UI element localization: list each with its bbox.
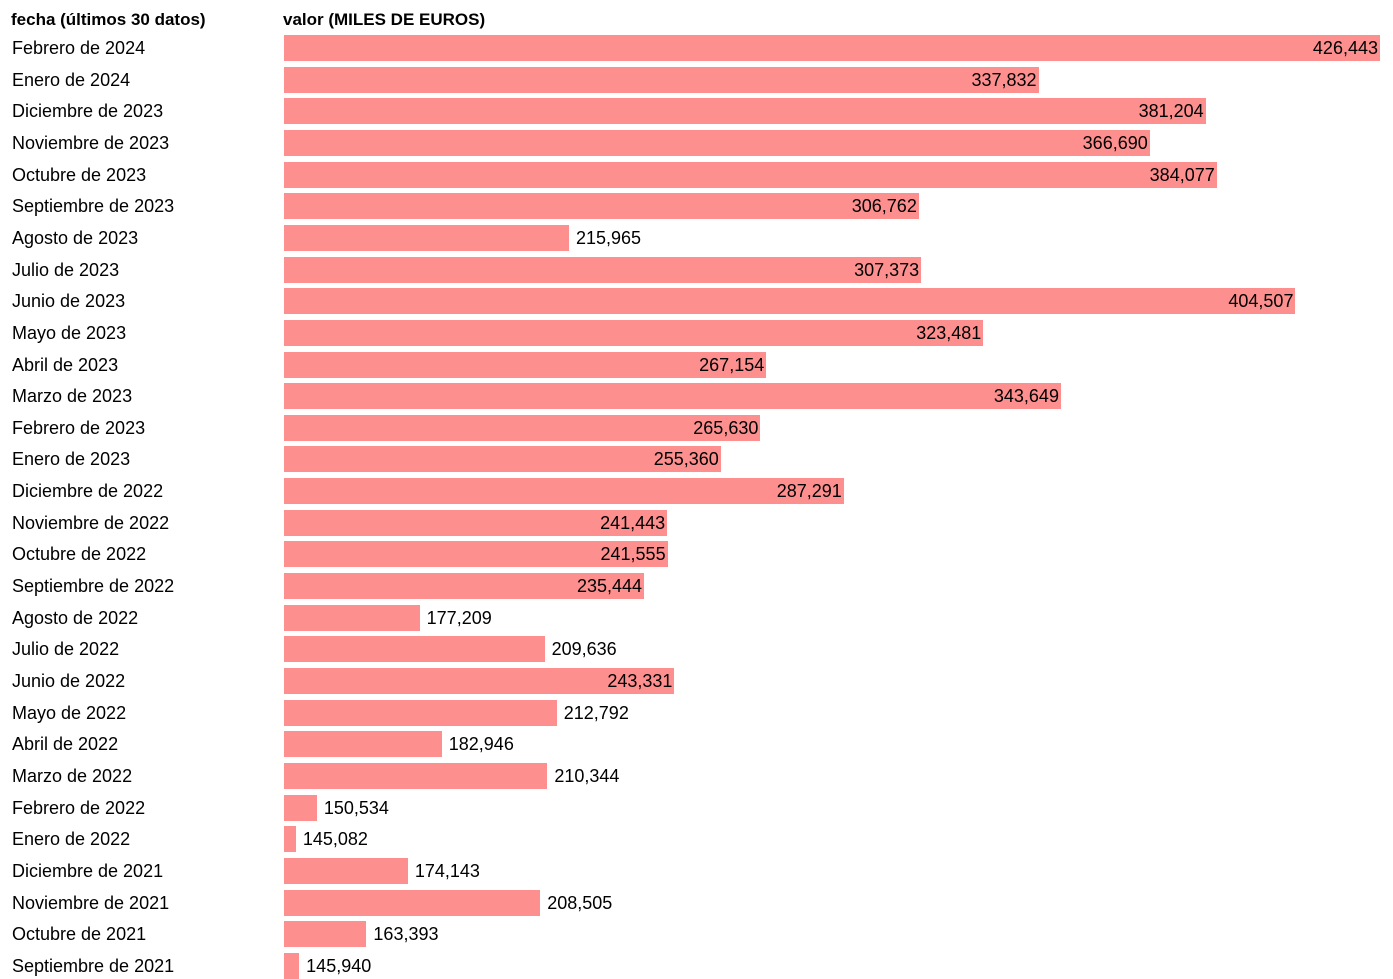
bar xyxy=(284,67,1039,93)
category-label: Octubre de 2021 xyxy=(12,923,146,945)
value-label: 306,762 xyxy=(817,195,917,217)
category-label: Enero de 2023 xyxy=(12,448,130,470)
bar xyxy=(284,890,540,916)
value-label: 267,154 xyxy=(664,354,764,376)
category-label: Junio de 2022 xyxy=(12,670,125,692)
value-label: 337,832 xyxy=(937,69,1037,91)
bar xyxy=(284,225,569,251)
value-label: 235,444 xyxy=(542,575,642,597)
value-label: 241,555 xyxy=(566,543,666,565)
value-label: 210,344 xyxy=(554,765,619,787)
bar xyxy=(284,763,547,789)
category-label: Marzo de 2022 xyxy=(12,765,132,787)
category-label: Julio de 2022 xyxy=(12,638,119,660)
category-label: Febrero de 2024 xyxy=(12,37,145,59)
bar xyxy=(284,795,317,821)
value-label: 209,636 xyxy=(552,638,617,660)
value-label: 182,946 xyxy=(449,733,514,755)
value-label: 404,507 xyxy=(1193,290,1293,312)
category-label: Diciembre de 2023 xyxy=(12,100,163,122)
category-label: Marzo de 2023 xyxy=(12,385,132,407)
value-label: 384,077 xyxy=(1115,164,1215,186)
value-label: 366,690 xyxy=(1048,132,1148,154)
category-label: Febrero de 2023 xyxy=(12,417,145,439)
category-label: Abril de 2023 xyxy=(12,354,118,376)
value-label: 208,505 xyxy=(547,892,612,914)
category-label: Abril de 2022 xyxy=(12,733,118,755)
bar xyxy=(284,35,1380,61)
value-label: 243,331 xyxy=(572,670,672,692)
bar xyxy=(284,130,1150,156)
category-column-header: fecha (últimos 30 datos) xyxy=(11,10,206,30)
category-label: Mayo de 2022 xyxy=(12,702,126,724)
value-label: 307,373 xyxy=(819,259,919,281)
bar xyxy=(284,953,299,979)
bar xyxy=(284,700,557,726)
bar xyxy=(284,636,545,662)
bar xyxy=(284,288,1295,314)
value-label: 255,360 xyxy=(619,448,719,470)
bar xyxy=(284,383,1061,409)
value-label: 241,443 xyxy=(565,512,665,534)
bar xyxy=(284,320,983,346)
value-label: 265,630 xyxy=(658,417,758,439)
bar xyxy=(284,605,420,631)
category-label: Febrero de 2022 xyxy=(12,797,145,819)
category-label: Enero de 2024 xyxy=(12,69,130,91)
category-label: Diciembre de 2021 xyxy=(12,860,163,882)
bar xyxy=(284,858,408,884)
category-label: Septiembre de 2022 xyxy=(12,575,174,597)
value-label: 163,393 xyxy=(373,923,438,945)
value-label: 150,534 xyxy=(324,797,389,819)
category-label: Enero de 2022 xyxy=(12,828,130,850)
value-label: 343,649 xyxy=(959,385,1059,407)
category-label: Noviembre de 2023 xyxy=(12,132,169,154)
bar xyxy=(284,921,366,947)
value-label: 177,209 xyxy=(427,607,492,629)
category-label: Junio de 2023 xyxy=(12,290,125,312)
category-label: Septiembre de 2023 xyxy=(12,195,174,217)
value-label: 426,443 xyxy=(1278,37,1378,59)
value-label: 174,143 xyxy=(415,860,480,882)
category-label: Noviembre de 2022 xyxy=(12,512,169,534)
category-label: Mayo de 2023 xyxy=(12,322,126,344)
category-label: Octubre de 2022 xyxy=(12,543,146,565)
category-label: Noviembre de 2021 xyxy=(12,892,169,914)
value-label: 287,291 xyxy=(742,480,842,502)
bar xyxy=(284,98,1206,124)
value-label: 381,204 xyxy=(1104,100,1204,122)
category-label: Agosto de 2023 xyxy=(12,227,138,249)
value-label: 215,965 xyxy=(576,227,641,249)
value-label: 145,082 xyxy=(303,828,368,850)
bar xyxy=(284,826,296,852)
category-label: Octubre de 2023 xyxy=(12,164,146,186)
category-label: Diciembre de 2022 xyxy=(12,480,163,502)
value-label: 212,792 xyxy=(564,702,629,724)
category-label: Julio de 2023 xyxy=(12,259,119,281)
value-label: 323,481 xyxy=(881,322,981,344)
bar xyxy=(284,162,1217,188)
bar xyxy=(284,731,442,757)
category-label: Agosto de 2022 xyxy=(12,607,138,629)
value-column-header: valor (MILES DE EUROS) xyxy=(283,10,485,30)
